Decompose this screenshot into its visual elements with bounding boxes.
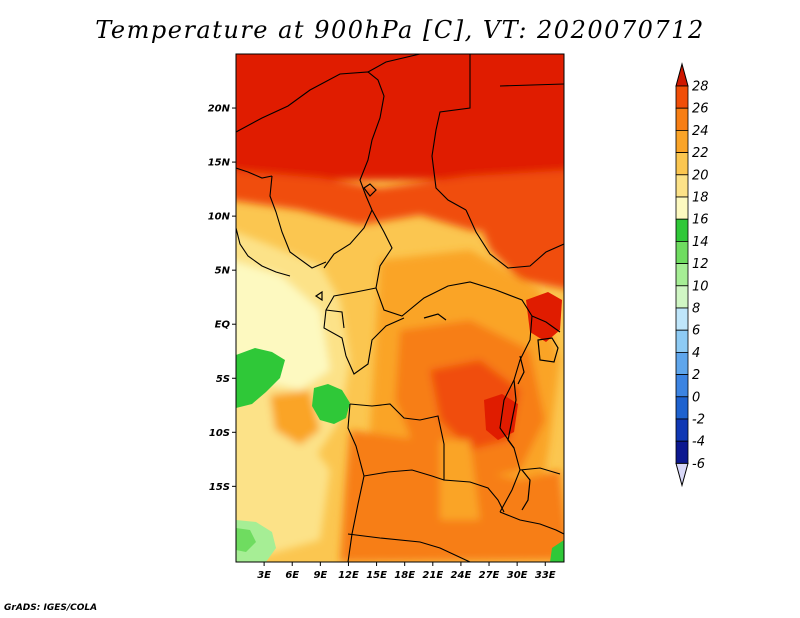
lon-tick-label: 9E: [313, 570, 327, 581]
lon-tick-label: 12E: [338, 570, 359, 581]
colorbar-swatch: [675, 174, 689, 198]
lon-tick-label: 33E: [535, 570, 556, 581]
lon-tick-label: 15E: [366, 570, 387, 581]
lon-tick-label: 27E: [479, 570, 500, 581]
map-title: Temperature at 900hPa [C], VT: 202007071…: [95, 16, 705, 44]
colorbar-label: 26: [692, 102, 709, 117]
colorbar-swatch: [675, 351, 689, 375]
colorbar-label: 10: [692, 279, 709, 294]
colorbar-swatch: [675, 374, 689, 398]
colorbar-swatch: [675, 152, 689, 176]
colorbar-swatch: [675, 307, 689, 331]
temperature-field: [236, 54, 564, 562]
colorbar-swatch: [675, 240, 689, 264]
colorbar-label: 12: [692, 257, 709, 272]
colorbar-swatch: [675, 418, 689, 442]
colorbar-swatch: [675, 196, 689, 220]
colorbar-label: -6: [692, 457, 705, 472]
colorbar-label: 6: [692, 324, 700, 339]
longitude-axis: 3E 6E 9E 12E 15E 18E 21E 24E 27E 30E 33E: [257, 562, 556, 581]
country-borders: [236, 54, 564, 562]
lakes: [314, 183, 559, 511]
lon-tick-label: 3E: [257, 570, 271, 581]
lat-tick-label: 15N: [208, 158, 231, 169]
colorbar-bottom-arrow: [675, 462, 689, 488]
colorbar-swatch: [675, 329, 689, 353]
lon-tick-label: 18E: [394, 570, 415, 581]
colorbar-swatch: [675, 129, 689, 153]
colorbar-label: 28: [692, 80, 709, 95]
lat-tick-label: 20N: [208, 104, 231, 115]
colorbar-label: 22: [692, 146, 709, 161]
colorbar-swatch: [675, 218, 689, 242]
lat-tick-label: 5S: [216, 374, 230, 385]
lon-tick-label: 24E: [451, 570, 472, 581]
colorbar-top-arrow: [675, 62, 689, 87]
colorbar-swatch: [675, 263, 689, 287]
colorbar-swatch: [675, 396, 689, 420]
lat-tick-label: 10S: [209, 428, 230, 439]
lat-tick-label: 15S: [209, 482, 230, 493]
map-frame: [235, 53, 565, 563]
colorbar-label: 18: [692, 191, 709, 206]
colorbar-swatch: [675, 107, 689, 131]
lat-tick-label: 5N: [215, 266, 231, 277]
colorbar-label: 8: [692, 302, 700, 317]
colorbar-label: 20: [692, 168, 709, 183]
colorbar-label: 4: [692, 346, 700, 361]
colorbar-label: -2: [692, 413, 705, 428]
lon-tick-label: 6E: [285, 570, 299, 581]
lon-tick-label: 30E: [507, 570, 528, 581]
lat-tick-label: EQ: [215, 320, 231, 331]
colorbar-label: 14: [692, 235, 709, 250]
colorbar-label: 16: [692, 213, 709, 228]
colorbar-swatch: [675, 285, 689, 309]
colorbar-label: -4: [692, 435, 705, 450]
latitude-axis: 20N 15N 10N 5N EQ 5S 10S 15S: [208, 104, 236, 493]
lon-tick-label: 21E: [422, 570, 443, 581]
colorbar-label: 24: [692, 124, 709, 139]
lat-tick-label: 10N: [208, 212, 231, 223]
colorbar-swatch: [675, 440, 689, 464]
colorbar-swatch: [675, 85, 689, 109]
colorbar-label: 0: [692, 390, 700, 405]
grads-credit: GrADS: IGES/COLA: [4, 603, 98, 613]
colorbar-label: 2: [692, 368, 700, 383]
